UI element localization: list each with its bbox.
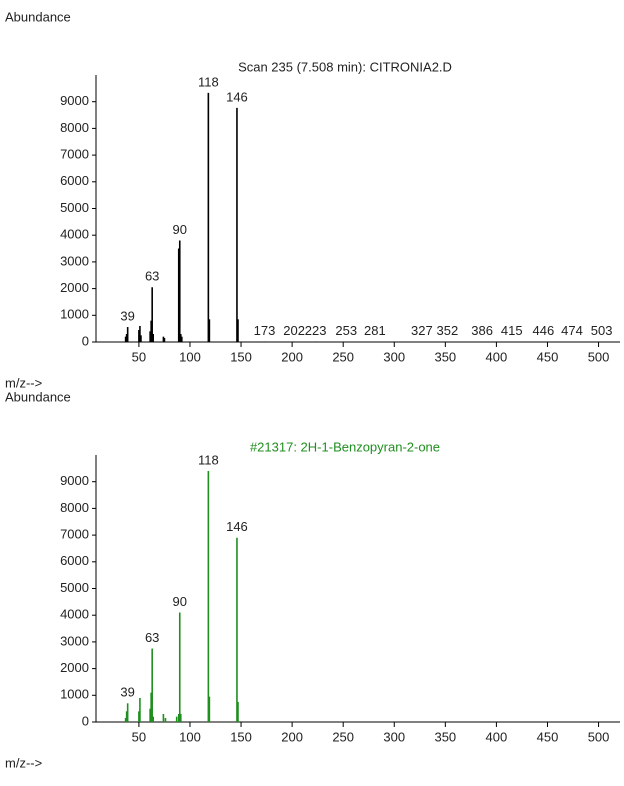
x-axis-label: m/z--> [5, 375, 42, 390]
x-tick-label: 250 [332, 729, 354, 744]
y-tick-label: 1000 [60, 307, 89, 322]
y-tick-label: 0 [82, 713, 89, 728]
x-tick-label: 100 [179, 729, 201, 744]
x-tick-label: 300 [383, 349, 405, 364]
chart-title: Scan 235 (7.508 min): CITRONIA2.D [238, 59, 452, 74]
y-tick-label: 8000 [60, 500, 89, 515]
y-tick-label: 7000 [60, 527, 89, 542]
peak-label: 223 [305, 323, 327, 338]
y-tick-label: 3000 [60, 633, 89, 648]
x-tick-label: 400 [486, 349, 508, 364]
x-tick-label: 250 [332, 349, 354, 364]
x-tick-label: 300 [383, 729, 405, 744]
peak-label: 90 [173, 594, 187, 609]
peak-label: 146 [226, 519, 248, 534]
y-tick-label: 5000 [60, 580, 89, 595]
y-tick-label: 2000 [60, 660, 89, 675]
peak-label: 202 [283, 323, 305, 338]
y-tick-label: 1000 [60, 687, 89, 702]
x-tick-label: 400 [486, 729, 508, 744]
peak-label: 474 [561, 323, 583, 338]
y-tick-label: 4000 [60, 607, 89, 622]
y-tick-label: 6000 [60, 553, 89, 568]
x-tick-label: 200 [281, 349, 303, 364]
x-tick-label: 500 [588, 349, 610, 364]
x-tick-label: 100 [179, 349, 201, 364]
peak-label: 503 [591, 323, 613, 338]
x-tick-label: 450 [537, 729, 559, 744]
y-tick-label: 2000 [60, 280, 89, 295]
peak-label: 327 [411, 323, 433, 338]
peak-label: 39 [120, 308, 134, 323]
y-tick-label: 9000 [60, 473, 89, 488]
y-tick-label: 3000 [60, 253, 89, 268]
peak-label: 146 [226, 89, 248, 104]
x-tick-label: 50 [132, 349, 146, 364]
peak-label: 386 [471, 323, 493, 338]
y-tick-label: 6000 [60, 173, 89, 188]
x-tick-label: 350 [434, 349, 456, 364]
y-tick-label: 9000 [60, 93, 89, 108]
x-tick-label: 500 [588, 729, 610, 744]
peak-label: 118 [198, 74, 219, 89]
y-tick-label: 8000 [60, 120, 89, 135]
chart-title: #21317: 2H-1-Benzopyran-2-one [250, 439, 440, 454]
y-axis-label: Abundance [5, 9, 71, 24]
y-tick-label: 4000 [60, 227, 89, 242]
peak-label: 253 [335, 323, 357, 338]
peak-label: 352 [437, 323, 459, 338]
x-axis-label: m/z--> [5, 755, 42, 770]
x-tick-label: 150 [230, 729, 252, 744]
y-tick-label: 7000 [60, 147, 89, 162]
peak-label: 281 [364, 323, 386, 338]
y-axis-label: Abundance [5, 389, 71, 404]
peak-label: 90 [173, 222, 187, 237]
x-tick-label: 200 [281, 729, 303, 744]
y-tick-label: 5000 [60, 200, 89, 215]
x-tick-label: 50 [132, 729, 146, 744]
x-tick-label: 150 [230, 349, 252, 364]
peak-label: 63 [145, 269, 159, 284]
peak-label: 118 [198, 452, 219, 467]
peak-label: 415 [501, 323, 523, 338]
peak-label: 39 [120, 685, 134, 700]
peak-label: 63 [145, 630, 159, 645]
peak-label: 173 [254, 323, 276, 338]
x-tick-label: 350 [434, 729, 456, 744]
x-tick-label: 450 [537, 349, 559, 364]
peak-label: 446 [533, 323, 555, 338]
y-tick-label: 0 [82, 333, 89, 348]
